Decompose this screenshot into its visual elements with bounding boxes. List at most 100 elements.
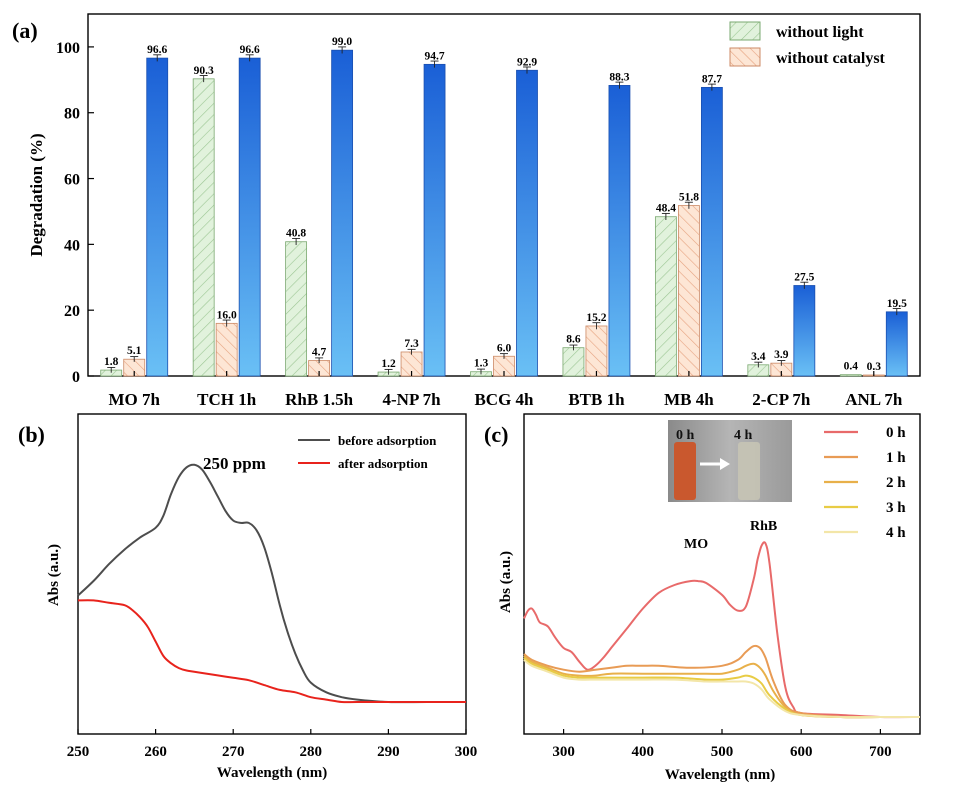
panel-a-legend: without light without catalyst (729, 21, 886, 67)
x-tick-label-2-cp-7h: 2-CP 7h (752, 390, 811, 409)
data-label-anl-7h-without-light: 0.4 (844, 361, 859, 373)
bar-mb-4h-without-light (654, 216, 677, 377)
legend-label-1-h: 1 h (886, 450, 906, 466)
panel-c-lines (523, 541, 921, 719)
y-tick-label-80: 80 (64, 106, 80, 123)
legend-label-4-h: 4 h (886, 525, 906, 541)
series-line-after-adsorption (77, 599, 466, 704)
legend-label-3-h: 3 h (886, 500, 906, 516)
legend-label-after: after adsorption (338, 456, 428, 471)
x-tick-label-mb-4h: MB 4h (664, 390, 714, 409)
data-label-bcg-4h-catalyst-with-light: 92.9 (517, 56, 537, 68)
panel-b-legend: before adsorption after adsorption (298, 433, 437, 471)
bar-anl-7h-catalyst-with-light (885, 311, 908, 377)
data-label-tch-1h-without-catalyst: 16.0 (217, 309, 237, 321)
data-label-bcg-4h-without-light: 1.3 (474, 358, 489, 370)
data-label-tch-1h-catalyst-with-light: 96.6 (240, 44, 260, 56)
data-label-anl-7h-without-catalyst: 0.3 (867, 361, 882, 373)
bar-rhb-1-5h-catalyst-with-light (331, 49, 354, 377)
bar-tch-1h-catalyst-with-light (238, 57, 261, 377)
panel-a-ylabel: Degradation (%) (27, 133, 46, 256)
bar-tch-1h-without-light (192, 78, 215, 377)
panel-c-annotation-mo: MO (684, 537, 708, 552)
inset-label-0h: 0 h (676, 428, 695, 443)
data-label-mo-7h-catalyst-with-light: 96.6 (147, 44, 167, 56)
data-label-4-np-7h-without-catalyst: 7.3 (404, 338, 419, 350)
y-tick-label-20: 20 (64, 303, 80, 320)
inset-arrow-head (720, 458, 730, 470)
data-label-2-cp-7h-catalyst-with-light: 27.5 (794, 272, 814, 284)
x-tick-label-4-np-7h: 4-NP 7h (383, 390, 442, 409)
data-label-2-cp-7h-without-light: 3.4 (751, 351, 766, 363)
panel-b-ylabel: Abs (a.u.) (46, 544, 62, 606)
legend-label-0-h: 0 h (886, 425, 906, 441)
series-line-4-h (523, 659, 920, 719)
bar-4-np-7h-catalyst-with-light (423, 63, 446, 377)
bar-btb-1h-without-light (562, 347, 585, 377)
panel-a-label: (a) (12, 18, 38, 43)
x-tick-label-500: 500 (711, 744, 734, 760)
panel-c-xlabel: Wavelength (nm) (665, 767, 775, 783)
panel-c-inset-photo: 0 h 4 h (668, 420, 792, 502)
panel-b-frame (77, 413, 467, 735)
x-tick-label-600: 600 (790, 744, 813, 760)
panel-a-y-axis: 0 20 40 60 80 100 (56, 40, 94, 386)
legend-label-before: before adsorption (338, 433, 437, 448)
inset-vial-4h (738, 442, 760, 500)
panel-b-xlabel: Wavelength (nm) (217, 765, 327, 781)
x-tick-label-rhb-1-5h: RhB 1.5h (285, 390, 354, 409)
panel-c-ylabel: Abs (a.u.) (498, 551, 514, 613)
inset-label-4h: 4 h (734, 428, 753, 443)
panel-a-bars: 1.8 5.1 96.6 90.3 16.0 96.6 40.8 4.7 99.0 1.2 7.3 9… (100, 36, 908, 377)
bar-bcg-4h-catalyst-with-light (516, 69, 538, 377)
series-line-before-adsorption (77, 463, 466, 704)
series-line-0-h (523, 541, 921, 719)
data-label-4-np-7h-catalyst-with-light: 94.7 (424, 50, 444, 62)
data-label-mb-4h-catalyst-with-light: 87.7 (702, 73, 722, 85)
data-label-rhb-1-5h-without-catalyst: 4.7 (312, 347, 327, 359)
x-tick-label-tch-1h: TCH 1h (197, 390, 257, 409)
y-tick-label-60: 60 (64, 172, 80, 189)
panel-b-label: (b) (18, 422, 45, 447)
bar-btb-1h-catalyst-with-light (608, 85, 631, 377)
data-label-tch-1h-without-light: 90.3 (194, 65, 214, 77)
bar-rhb-1-5h-without-light (285, 241, 308, 377)
data-label-bcg-4h-without-catalyst: 6.0 (497, 342, 512, 354)
data-label-4-np-7h-without-light: 1.2 (381, 358, 396, 370)
panel-c-legend: 0 h 1 h 2 h 3 h 4 h (824, 425, 906, 541)
data-label-btb-1h-without-catalyst: 15.2 (586, 312, 606, 324)
x-tick-label-300: 300 (552, 744, 575, 760)
data-label-btb-1h-without-light: 8.6 (566, 334, 581, 346)
bar-mb-4h-without-catalyst (677, 205, 700, 377)
legend-swatch-without-light (729, 21, 761, 41)
legend-label-2-h: 2 h (886, 475, 906, 491)
x-tick-label-mo-7h: MO 7h (108, 390, 160, 409)
x-tick-label-700: 700 (869, 744, 892, 760)
bar-tch-1h-without-catalyst (215, 322, 238, 377)
bar-mb-4h-catalyst-with-light (700, 86, 723, 377)
x-tick-label-anl-7h: ANL 7h (845, 390, 903, 409)
data-label-2-cp-7h-without-catalyst: 3.9 (774, 349, 789, 361)
inset-vial-0h (674, 442, 696, 500)
panel-c-x-axis: 300 400 500 600 700 (552, 729, 892, 760)
bar-btb-1h-without-catalyst (585, 325, 608, 377)
data-label-rhb-1-5h-without-light: 40.8 (286, 228, 306, 240)
panel-c-annotation-rhb: RhB (750, 519, 777, 534)
legend-label-without-light: without light (776, 24, 864, 41)
panel-c-label: (c) (484, 422, 508, 447)
data-label-mo-7h-without-catalyst: 5.1 (127, 345, 142, 357)
x-tick-label-280: 280 (300, 744, 323, 760)
x-tick-label-btb-1h: BTB 1h (568, 390, 625, 409)
data-label-mo-7h-without-light: 1.8 (104, 356, 119, 368)
x-tick-label-250: 250 (67, 744, 90, 760)
y-tick-label-40: 40 (64, 237, 80, 254)
bar-anl-7h-without-light (839, 374, 862, 377)
panel-b-annotation: 250 ppm (203, 454, 266, 473)
y-tick-label-0: 0 (72, 369, 80, 386)
x-tick-label-260: 260 (144, 744, 167, 760)
panel-a: (a) Degradation (%) 0 20 40 60 80 100 1.8 5.1 9… (12, 13, 921, 409)
x-tick-label-300: 300 (455, 744, 478, 760)
legend-label-without-catalyst: without catalyst (776, 50, 886, 67)
data-label-rhb-1-5h-catalyst-with-light: 99.0 (332, 36, 352, 48)
